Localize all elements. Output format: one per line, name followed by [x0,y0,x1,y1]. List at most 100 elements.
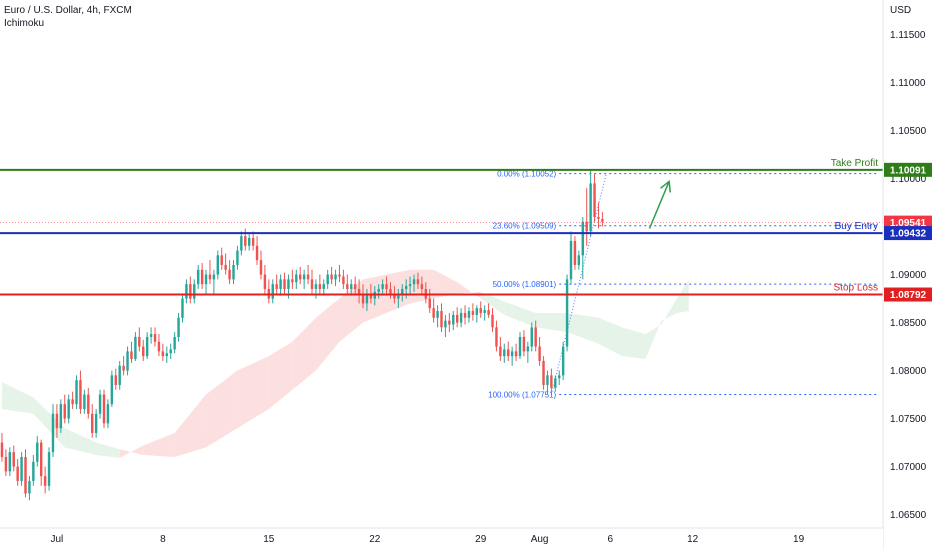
candle-body [240,236,243,251]
candle-body [314,284,318,289]
candle-body [193,284,196,299]
candle-body [28,480,31,494]
candle-body [236,250,239,265]
candle-body [122,365,125,371]
candle-body [204,274,208,285]
price-tick-label: 1.07000 [890,462,927,473]
candle-body [153,334,157,342]
cloud-segment [457,282,481,299]
time-tick-label: 29 [475,534,487,545]
candle-body [589,183,592,232]
candle-body [83,394,86,409]
candle-body [542,360,545,385]
candle-body [302,274,306,280]
candle-body [287,279,290,289]
candle-body [389,288,392,294]
price-tick-label: 1.10500 [890,126,927,137]
candle-body [251,238,255,246]
candle-body [244,236,247,246]
price-tick-label: 1.11000 [890,78,926,89]
candle-body [514,351,518,357]
candle-body [534,327,537,347]
candle-body [522,336,526,352]
candle-body [432,308,435,318]
candle-body [463,312,467,318]
stop-loss-tag [884,287,932,302]
candle-body [404,286,408,289]
candle-body [401,288,404,294]
cloud-segment [480,291,505,315]
candle-body [138,336,141,347]
price-axis-bg [883,0,932,550]
candle-body [102,394,106,424]
candle-body [134,336,137,360]
candle-body [200,269,204,285]
candle-body [569,240,573,280]
target-arrow-head [660,179,672,193]
candle-body [232,264,235,280]
candle-body [377,288,380,292]
candle-body [59,404,63,429]
candle-body [369,293,373,299]
currency-label: USD [890,5,912,16]
candle-body [291,279,294,283]
candle-body [177,317,180,337]
target-arrow-shaft [648,181,670,229]
cloud-segment [535,312,568,333]
candle-body [145,336,149,357]
candle-body [397,293,400,299]
price-tick-label: 1.11500 [890,30,926,41]
candle-body [381,284,384,289]
candle-body [495,327,498,347]
candle-body [51,413,55,453]
candle-body [577,255,581,265]
candle-body [581,221,584,256]
candle-body [114,375,117,385]
cloud-segment [645,320,662,360]
candle-body [310,279,314,289]
candle-body [63,404,66,419]
candle-body [506,349,510,357]
price-tick-label: 1.08500 [890,318,927,329]
candle-body [585,221,588,232]
candle-body [208,274,212,280]
buy-entry-label: Buy Entry [835,221,878,232]
candle-body [455,314,459,323]
take-profit-label: Take Profit [831,158,878,169]
candle-body [275,284,278,289]
candle-body [546,375,549,385]
candle-body [8,452,12,472]
candle-body [189,284,192,299]
fib-level-label: 100.00% (1.07751) [488,390,556,399]
cloud-segment [676,279,689,313]
price-tick-label: 1.08000 [890,366,927,377]
time-axis: Jul 8 15 22 29 Aug 6 12 19 [0,527,883,550]
candle-body [43,476,47,486]
buy-entry-price-label: 1.09432 [890,229,927,240]
candle-body [87,394,90,414]
time-tick-label: 8 [160,534,166,545]
candle-body [181,298,184,318]
candle-body [4,456,8,472]
current-price-price-label: 1.09541 [890,218,927,229]
candle-body [157,341,161,352]
candle-body [503,349,506,357]
candle-body [550,375,553,388]
time-axis-bg [0,528,883,550]
candle-body [565,279,569,347]
candle-body [318,284,322,289]
cloud-segment [433,269,458,299]
cloud-segment [504,301,536,328]
candle-body [361,293,365,304]
candle-body [39,442,43,477]
candle-body [440,311,443,328]
candle-body [467,311,471,318]
price-tick-label: 1.10000 [890,174,927,185]
candle-body [459,312,463,323]
candle-body [106,404,110,424]
candle-body [279,279,282,289]
candle-body [271,284,274,299]
candle-body [118,365,121,385]
time-tick-label: 6 [607,534,613,545]
